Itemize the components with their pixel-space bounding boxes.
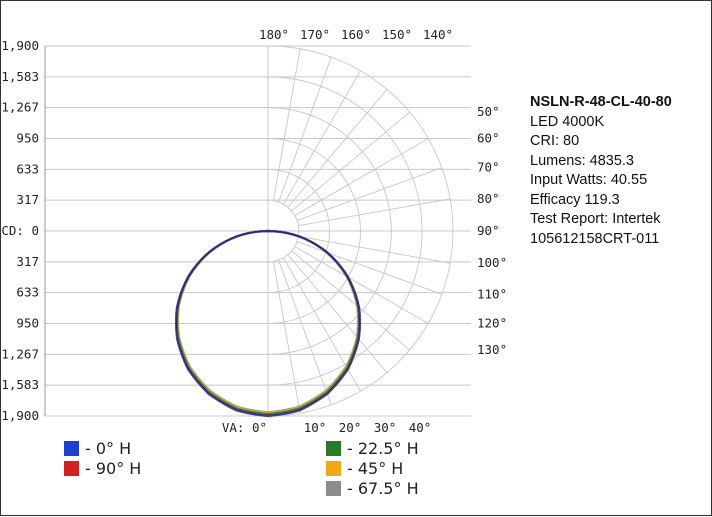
info-line: 105612158CRT-011 bbox=[530, 230, 660, 247]
grid-spoke bbox=[272, 261, 301, 414]
info-line: CRI: 80 bbox=[530, 133, 580, 149]
angle-label-bottom: 20° bbox=[339, 420, 362, 435]
grid-spoke bbox=[296, 167, 442, 221]
angle-label-top: 160° bbox=[341, 27, 371, 42]
grid-spoke bbox=[287, 254, 388, 374]
grid-spoke bbox=[298, 198, 451, 227]
grid-spoke bbox=[291, 250, 411, 351]
angle-label-bottom: 40° bbox=[409, 420, 432, 435]
grid-spoke bbox=[294, 138, 429, 216]
grid-spoke bbox=[278, 57, 332, 203]
polar-grid bbox=[44, 45, 471, 417]
info-line: Lumens: 4835.3 bbox=[530, 152, 634, 169]
angle-labels: VA: 0° 10° 20° 30° 40° 180° 170° 160° 150° 140° 13… bbox=[222, 27, 507, 435]
angle-label-right: 120° bbox=[477, 316, 507, 331]
angle-label-top: 170° bbox=[300, 27, 330, 42]
grid-ring bbox=[267, 199, 300, 263]
angle-label-right: 100° bbox=[477, 255, 507, 270]
cd-zero-label: CD: 0 bbox=[1, 223, 39, 238]
grid-spoke bbox=[287, 88, 388, 208]
angle-label-top: 150° bbox=[382, 27, 412, 42]
grid-spoke bbox=[278, 259, 332, 405]
angle-label-top: 180° bbox=[259, 27, 289, 42]
info-line: LED 4000K bbox=[530, 113, 605, 130]
cd-tick-label: 950 bbox=[16, 316, 39, 331]
cd-tick-label: 1,267 bbox=[1, 346, 39, 361]
candela-curve-outline bbox=[176, 230, 360, 416]
grid-spoke bbox=[294, 246, 429, 324]
info-line: Test Report: Intertek bbox=[530, 211, 661, 227]
info-line: Input Watts: 40.55 bbox=[530, 172, 648, 188]
angle-label-bottom: 30° bbox=[374, 420, 397, 435]
candela-axis-ticks: 1,900 1,583 1,267 950 633 317 CD: 0 317 633 950 1,… bbox=[1, 38, 39, 423]
cd-tick-label: 633 bbox=[16, 161, 39, 176]
va-zero-label: VA: 0° bbox=[222, 420, 267, 435]
angle-label-right: 130° bbox=[477, 342, 507, 357]
angle-label-right: 90° bbox=[477, 223, 500, 238]
angle-label-top: 140° bbox=[423, 27, 453, 42]
info-line: Efficacy 119.3 bbox=[530, 191, 620, 208]
cd-tick-label: 317 bbox=[16, 192, 39, 207]
angle-label-bottom: 10° bbox=[304, 420, 327, 435]
angle-label-right: 60° bbox=[477, 131, 500, 146]
cd-tick-label: 1,583 bbox=[1, 69, 39, 84]
grid-spoke bbox=[298, 235, 451, 264]
cd-tick-label: 1,583 bbox=[1, 377, 39, 392]
cd-tick-label: 950 bbox=[16, 131, 39, 146]
grid-spoke bbox=[296, 241, 442, 295]
fixture-info: NSLN-R-48-CL-40-80 LED 4000K CRI: 80 Lum… bbox=[530, 93, 710, 249]
fixture-model: NSLN-R-48-CL-40-80 bbox=[530, 94, 672, 110]
angle-label-right: 50° bbox=[477, 104, 500, 119]
cd-tick-label: 1,900 bbox=[1, 408, 39, 423]
angle-label-right: 80° bbox=[477, 191, 500, 206]
cd-tick-label: 317 bbox=[16, 254, 39, 269]
grid-spoke bbox=[291, 111, 411, 212]
grid-spoke bbox=[272, 48, 301, 201]
candela-curves bbox=[175, 229, 361, 418]
cd-tick-label: 633 bbox=[16, 285, 39, 300]
cd-tick-label: 1,900 bbox=[1, 38, 39, 53]
cd-tick-label: 1,267 bbox=[1, 100, 39, 115]
angle-label-right: 70° bbox=[477, 160, 500, 175]
grid-spoke bbox=[283, 70, 361, 205]
angle-label-right: 110° bbox=[477, 286, 507, 301]
